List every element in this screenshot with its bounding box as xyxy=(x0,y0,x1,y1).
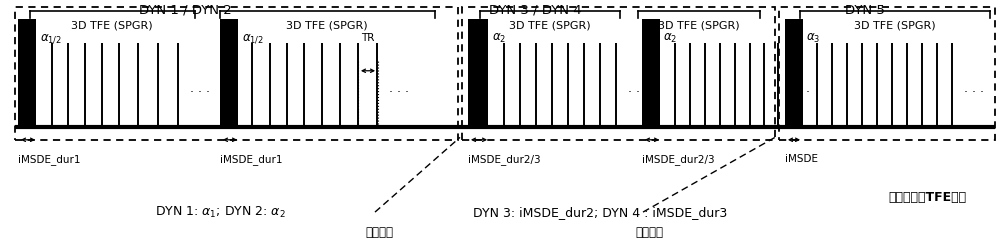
Bar xyxy=(220,19,238,127)
Bar xyxy=(642,19,660,127)
Text: DYN 1 / DYN 2: DYN 1 / DYN 2 xyxy=(139,4,231,17)
Text: $\alpha_{1/2}$: $\alpha_{1/2}$ xyxy=(40,32,62,45)
Text: DYN 3: iMSDE_dur2; DYN 4 : iMSDE_dur3: DYN 3: iMSDE_dur2; DYN 4 : iMSDE_dur3 xyxy=(473,206,727,219)
Text: DYN 1: $\alpha_1$; DYN 2: $\alpha_2$: DYN 1: $\alpha_1$; DYN 2: $\alpha_2$ xyxy=(155,205,285,220)
Text: $\alpha_{2}$: $\alpha_{2}$ xyxy=(492,32,506,45)
Text: . . .: . . . xyxy=(389,82,409,95)
Text: 3D TFE (SPGR): 3D TFE (SPGR) xyxy=(509,20,591,30)
Text: 3D TFE (SPGR): 3D TFE (SPGR) xyxy=(71,20,153,30)
Text: . . .: . . . xyxy=(190,82,210,95)
Bar xyxy=(15,7,458,140)
Bar xyxy=(18,19,36,127)
Text: $\alpha_{1/2}$: $\alpha_{1/2}$ xyxy=(242,32,264,45)
Text: . . .: . . . xyxy=(790,82,810,95)
Text: $\alpha_{3}$: $\alpha_{3}$ xyxy=(806,32,820,45)
Text: iMSDE_dur2/3: iMSDE_dur2/3 xyxy=(468,154,541,165)
Text: iMSDE_dur1: iMSDE_dur1 xyxy=(220,154,283,165)
Text: $\alpha_{2}$: $\alpha_{2}$ xyxy=(663,32,677,45)
Bar xyxy=(468,19,488,127)
Text: 3D TFE (SPGR): 3D TFE (SPGR) xyxy=(286,20,368,30)
Text: DYN 3 / DYN 4: DYN 3 / DYN 4 xyxy=(489,4,581,17)
Text: 多回波时间TFE采集: 多回波时间TFE采集 xyxy=(888,191,966,204)
Bar xyxy=(779,7,995,140)
Text: iMSDE: iMSDE xyxy=(785,154,818,164)
Text: DYN 5: DYN 5 xyxy=(845,4,885,17)
Text: 间隔时间: 间隔时间 xyxy=(635,226,663,239)
Text: iMSDE_dur2/3: iMSDE_dur2/3 xyxy=(642,154,715,165)
Text: 3D TFE (SPGR): 3D TFE (SPGR) xyxy=(854,20,936,30)
Text: . . .: . . . xyxy=(628,82,648,95)
Text: 3D TFE (SPGR): 3D TFE (SPGR) xyxy=(658,20,740,30)
Text: 间隔时间: 间隔时间 xyxy=(365,226,393,239)
Text: iMSDE_dur1: iMSDE_dur1 xyxy=(18,154,80,165)
Text: TR: TR xyxy=(361,33,375,43)
Bar xyxy=(462,7,775,140)
Bar xyxy=(785,19,803,127)
Text: . . .: . . . xyxy=(964,82,984,95)
